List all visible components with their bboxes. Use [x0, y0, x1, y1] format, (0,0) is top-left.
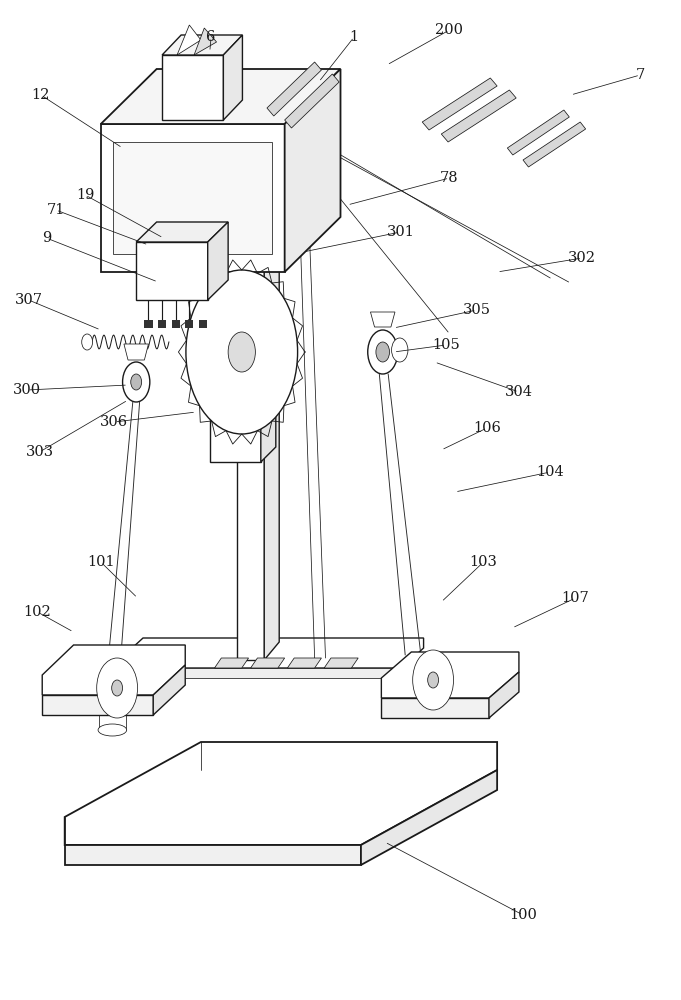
Text: 307: 307 [14, 293, 43, 307]
Circle shape [123, 362, 150, 402]
Polygon shape [381, 652, 519, 698]
Polygon shape [361, 770, 497, 865]
Text: 101: 101 [87, 555, 114, 569]
Polygon shape [124, 344, 148, 360]
Polygon shape [285, 69, 340, 272]
Polygon shape [136, 242, 208, 300]
Polygon shape [251, 658, 285, 668]
Polygon shape [136, 222, 228, 242]
Ellipse shape [98, 724, 127, 736]
Bar [199, 320, 207, 328]
Text: 102: 102 [24, 605, 51, 619]
Circle shape [82, 334, 93, 350]
Circle shape [131, 374, 142, 390]
Polygon shape [136, 668, 402, 678]
Polygon shape [261, 392, 276, 462]
Text: 107: 107 [562, 591, 589, 605]
Text: 305: 305 [462, 303, 491, 317]
Text: 1: 1 [349, 30, 359, 44]
Polygon shape [441, 90, 516, 142]
Polygon shape [177, 25, 201, 55]
Circle shape [112, 680, 123, 696]
Polygon shape [223, 35, 242, 120]
Polygon shape [101, 69, 340, 124]
Text: 6: 6 [206, 30, 216, 44]
Polygon shape [42, 695, 153, 715]
Text: 300: 300 [13, 383, 42, 397]
Text: 71: 71 [47, 203, 65, 217]
Polygon shape [381, 698, 489, 718]
Circle shape [428, 672, 439, 688]
Text: 19: 19 [76, 188, 94, 202]
Text: 302: 302 [568, 251, 597, 265]
Circle shape [368, 330, 398, 374]
Polygon shape [121, 638, 424, 668]
Polygon shape [370, 312, 395, 327]
Text: 303: 303 [25, 445, 54, 459]
Polygon shape [42, 645, 185, 695]
Text: 100: 100 [509, 908, 537, 922]
Text: 200: 200 [435, 23, 464, 37]
Circle shape [228, 332, 255, 372]
Circle shape [376, 342, 390, 362]
Polygon shape [153, 665, 185, 715]
Polygon shape [65, 742, 497, 845]
Polygon shape [489, 672, 519, 718]
Polygon shape [237, 250, 264, 660]
Text: 7: 7 [635, 68, 645, 82]
Polygon shape [267, 62, 321, 116]
Circle shape [186, 270, 298, 434]
Circle shape [392, 338, 408, 362]
Polygon shape [523, 122, 586, 167]
Text: 105: 105 [432, 338, 460, 352]
Bar [158, 320, 166, 328]
Polygon shape [65, 845, 361, 865]
Bar [172, 320, 180, 328]
Text: 106: 106 [473, 421, 501, 435]
Polygon shape [194, 28, 217, 55]
Polygon shape [113, 142, 272, 254]
Bar [144, 320, 153, 328]
Text: 304: 304 [505, 385, 533, 399]
Polygon shape [210, 407, 261, 462]
Polygon shape [162, 35, 242, 55]
Text: 301: 301 [387, 225, 414, 239]
Text: 103: 103 [470, 555, 497, 569]
Polygon shape [285, 74, 339, 128]
Bar [185, 320, 193, 328]
Polygon shape [215, 658, 249, 668]
Text: 12: 12 [32, 88, 50, 102]
Polygon shape [324, 658, 358, 668]
Text: 306: 306 [100, 415, 129, 429]
Polygon shape [507, 110, 569, 155]
Circle shape [413, 650, 454, 710]
Polygon shape [101, 124, 285, 272]
Polygon shape [264, 232, 279, 660]
Text: 9: 9 [42, 231, 51, 245]
Polygon shape [162, 55, 223, 120]
Text: 78: 78 [440, 171, 459, 185]
Circle shape [97, 658, 138, 718]
Polygon shape [210, 392, 276, 407]
Polygon shape [287, 658, 321, 668]
Polygon shape [208, 222, 228, 300]
Text: 104: 104 [537, 465, 564, 479]
Polygon shape [422, 78, 497, 130]
